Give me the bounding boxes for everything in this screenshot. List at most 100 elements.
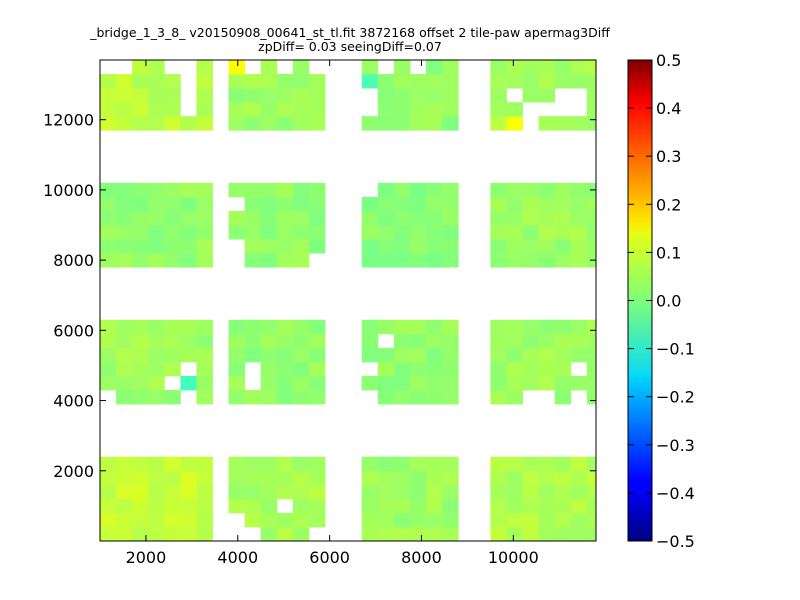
heatmap-cell [196,74,213,89]
heatmap-cell [116,225,133,240]
heatmap-cell [522,239,539,254]
heatmap-cell [393,253,411,268]
heatmap-cell [244,102,262,117]
heatmap-cell [586,333,597,349]
heatmap-cell [148,253,165,268]
heatmap-cell [522,196,539,212]
heatmap-cell [393,225,411,240]
heatmap-cell [196,375,213,391]
heatmap-cell [180,319,197,335]
heatmap-cell [426,102,443,117]
heatmap-cell [361,498,379,514]
heatmap-cell [410,102,427,117]
heatmap-cell [100,347,117,363]
heatmap-cell [442,375,459,391]
heatmap-cell [538,333,556,349]
heatmap-cell [554,390,572,405]
heatmap-cell [442,88,459,103]
heatmap-cell [308,456,326,472]
heatmap-cell [538,361,556,377]
heatmap-cell [506,74,523,89]
heatmap-cell [164,210,181,226]
heatmap-cell [426,239,443,254]
heatmap-cell [196,102,213,117]
heatmap-cell [180,526,197,542]
heatmap-cell [260,225,278,240]
heatmap-cell [276,347,294,363]
heatmap-cell [426,210,443,226]
heatmap-cell [538,470,556,486]
heatmap-cell [100,225,117,240]
heatmap-cell [410,319,427,335]
heatmap-cell [442,74,459,89]
heatmap-cell [586,456,597,472]
heatmap-cell [586,498,597,514]
heatmap-cell [506,375,523,391]
heatmap-cell [393,470,411,486]
heatmap-cell [276,390,294,405]
heatmap-cell [538,319,556,335]
heatmap-cell [164,456,181,472]
heatmap-cell [522,470,539,486]
heatmap-cell [522,526,539,542]
heatmap-cell [570,74,588,89]
heatmap-cell [426,526,443,542]
heatmap-cell [393,182,411,198]
heatmap-cell [228,60,246,75]
heatmap-cell [308,196,326,212]
colorbar-tick-label: 0.3 [656,147,681,166]
heatmap-cell [276,456,294,472]
heatmap-cell [308,182,326,198]
heatmap-cell [442,182,459,198]
heatmap-cell [377,361,395,377]
heatmap-cell [570,182,588,198]
heatmap-cell [148,512,165,528]
heatmap-cell [442,225,459,240]
heatmap-cell [377,484,395,500]
heatmap-cell [586,102,597,117]
heatmap-cell [244,319,262,335]
heatmap-cell [292,88,310,103]
heatmap-cell [308,319,326,335]
heatmap-cell [538,116,556,131]
y-axis: 2000 4000 6000 8000 10000 12000 [43,111,596,481]
heatmap-cell [116,512,133,528]
heatmap-cell [260,484,278,500]
heatmap-cell [570,470,588,486]
heatmap-cell [196,225,213,240]
heatmap-cell [292,196,310,212]
heatmap-cell [244,239,262,254]
heatmap-cell [522,361,539,377]
heatmap-cell [586,74,597,89]
heatmap-cells [100,60,597,542]
heatmap-cell [180,470,197,486]
heatmap-cell [196,498,213,514]
heatmap-cell [554,253,572,268]
colorbar-tick-label: −0.2 [656,388,695,407]
heatmap-cell [276,225,294,240]
heatmap-cell [260,319,278,335]
heatmap-cell [586,116,597,131]
heatmap-cell [538,347,556,363]
heatmap-cell [522,60,539,75]
heatmap-cell [276,116,294,131]
heatmap-cell [506,210,523,226]
heatmap-cell [260,253,278,268]
heatmap-cell [586,239,597,254]
heatmap-cell [244,390,262,405]
heatmap-cell [260,512,278,528]
heatmap-cell [442,484,459,500]
heatmap-cell [276,512,294,528]
heatmap-cell [100,319,117,335]
heatmap-cell [228,470,246,486]
heatmap-cell [164,347,181,363]
heatmap-cell [393,375,411,391]
heatmap-cell [308,333,326,349]
heatmap-cell [490,470,507,486]
heatmap-cell [442,102,459,117]
heatmap-cell [276,361,294,377]
heatmap-cell [506,333,523,349]
heatmap-cell [148,319,165,335]
heatmap-cell [490,498,507,514]
heatmap-cell [393,196,411,212]
